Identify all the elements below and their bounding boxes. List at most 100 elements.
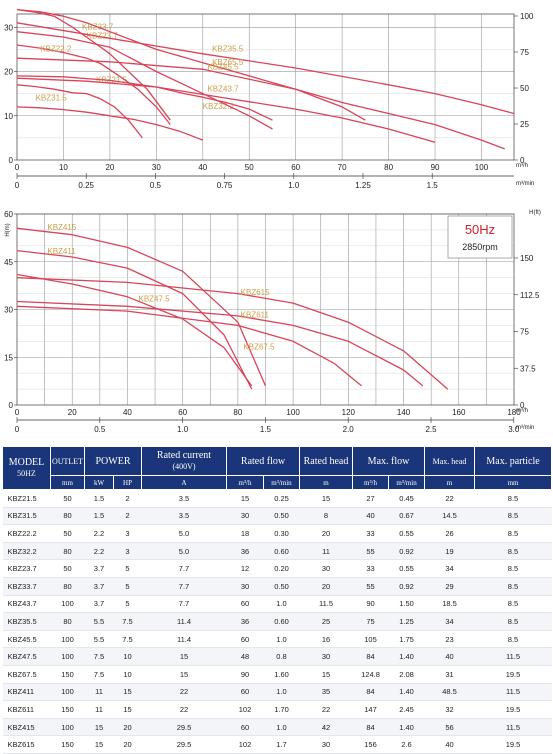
value-cell: 5.5 bbox=[84, 630, 114, 649]
x-tick-label-bottom: 0 bbox=[15, 181, 20, 190]
pump-curve bbox=[16, 249, 253, 390]
value-cell: 15 bbox=[84, 718, 114, 737]
x-tick-label-top: 20 bbox=[105, 163, 114, 172]
table-row: KBZ415 100 15 20 29.5 60 1.0 42 84 1.40 56 11.5 bbox=[2, 718, 552, 737]
value-cell: 30 bbox=[226, 577, 264, 596]
value-cell: 102 bbox=[226, 700, 264, 719]
value-cell: 7.5 bbox=[113, 630, 142, 649]
model-cell: KBZ45.5 bbox=[2, 630, 51, 649]
value-cell: 11.5 bbox=[299, 595, 353, 614]
value-cell: 124.8 bbox=[352, 665, 389, 684]
frequency-box bbox=[447, 215, 513, 259]
value-cell: 105 bbox=[352, 630, 389, 649]
value-cell: 100 bbox=[50, 683, 85, 702]
value-cell: 3 bbox=[113, 542, 142, 561]
curve-label: KBZ411 bbox=[47, 247, 76, 256]
speed-label: 2850rpm bbox=[462, 242, 498, 252]
value-cell: 19 bbox=[424, 542, 475, 561]
value-cell: 26 bbox=[424, 524, 475, 543]
table-row: KBZ21.5 50 1.5 2 3.5 15 0.25 15 27 0.45 22 8.5 bbox=[2, 489, 552, 508]
value-cell: 50 bbox=[50, 489, 85, 508]
y-tick-label-left: 10 bbox=[4, 112, 13, 121]
value-cell: 50 bbox=[50, 524, 85, 543]
value-cell: 0.55 bbox=[388, 524, 425, 543]
value-cell: 16 bbox=[299, 630, 353, 649]
value-cell: 1.75 bbox=[388, 630, 425, 649]
table-row: KBZ33.7 80 3.7 5 7.7 30 0.50 20 55 0.92 29 8.5 bbox=[2, 577, 552, 596]
value-cell: 1.0 bbox=[263, 718, 300, 737]
model-cell: KBZ23.7 bbox=[2, 559, 51, 578]
model-cell: KBZ615 bbox=[2, 735, 51, 754]
value-cell: 30 bbox=[299, 647, 353, 666]
value-cell: 8.5 bbox=[474, 577, 552, 596]
value-cell: 15 bbox=[84, 735, 114, 754]
value-cell: 75 bbox=[352, 612, 389, 631]
value-cell: 2.2 bbox=[84, 524, 114, 543]
x-tick-label-top: 10 bbox=[59, 163, 68, 172]
value-cell: 80 bbox=[50, 612, 85, 631]
value-cell: 8.5 bbox=[474, 559, 552, 578]
value-cell: 150 bbox=[50, 735, 85, 754]
value-cell: 0.50 bbox=[263, 507, 300, 526]
spec-table: MODEL 50HZ OUTLET POWER Rated current (400… bbox=[2, 446, 553, 754]
y-tick-label-left: 60 bbox=[4, 210, 13, 219]
value-cell: 22 bbox=[141, 683, 227, 702]
grid bbox=[17, 14, 514, 160]
value-cell: 15 bbox=[299, 665, 353, 684]
x-tick-label-top: 40 bbox=[123, 408, 132, 417]
value-cell: 2 bbox=[113, 507, 142, 526]
value-cell: 80 bbox=[50, 577, 85, 596]
unit-cell: A bbox=[141, 475, 227, 490]
x-tick-label-bottom: 0.5 bbox=[94, 425, 106, 434]
value-cell: 0.50 bbox=[263, 577, 300, 596]
pump-curve bbox=[16, 31, 273, 130]
value-cell: 35 bbox=[299, 683, 353, 702]
model-cell: KBZ31.5 bbox=[2, 507, 51, 526]
pump-curve bbox=[16, 44, 171, 126]
value-cell: 2.45 bbox=[388, 700, 425, 719]
value-cell: 29 bbox=[424, 577, 475, 596]
value-cell: 100 bbox=[50, 647, 85, 666]
value-cell: 15 bbox=[113, 683, 142, 702]
value-cell: 25 bbox=[299, 612, 353, 631]
value-cell: 7.5 bbox=[113, 612, 142, 631]
value-cell: 1.5 bbox=[84, 507, 114, 526]
value-cell: 18 bbox=[226, 524, 264, 543]
value-cell: 2 bbox=[113, 489, 142, 508]
value-cell: 18.5 bbox=[424, 595, 475, 614]
pump-curve bbox=[16, 227, 267, 387]
unit-cell: kW bbox=[84, 475, 114, 490]
y-tick-label-left: 20 bbox=[4, 68, 13, 77]
value-cell: 33 bbox=[352, 524, 389, 543]
y-tick-label-left: 0 bbox=[9, 156, 14, 165]
value-cell: 0.30 bbox=[263, 524, 300, 543]
value-cell: 1.40 bbox=[388, 647, 425, 666]
value-cell: 20 bbox=[299, 577, 353, 596]
y-tick-label-left: 15 bbox=[4, 353, 13, 362]
col-outlet-header: OUTLET bbox=[50, 446, 85, 476]
value-cell: 80 bbox=[50, 507, 85, 526]
col-rated-head-header: Rated head bbox=[299, 446, 353, 476]
pump-curve bbox=[16, 84, 143, 139]
x-tick-label-top: 30 bbox=[152, 163, 161, 172]
value-cell: 20 bbox=[113, 735, 142, 754]
value-cell: 1.40 bbox=[388, 718, 425, 737]
x-unit-bottom: m³/min bbox=[516, 425, 534, 431]
value-cell: 19.5 bbox=[474, 700, 552, 719]
y-tick-label-right: 0 bbox=[520, 401, 525, 410]
value-cell: 1.0 bbox=[263, 683, 300, 702]
model-cell: KBZ47.5 bbox=[2, 647, 51, 666]
x-tick-label-bottom: 0.5 bbox=[150, 181, 162, 190]
plot-frame bbox=[16, 13, 515, 161]
value-cell: 8.5 bbox=[474, 489, 552, 508]
curve-label: KBZ31.5 bbox=[36, 93, 68, 102]
value-cell: 34 bbox=[424, 559, 475, 578]
model-cell: KBZ67.5 bbox=[2, 665, 51, 684]
x-unit-top: m³/h bbox=[516, 163, 528, 169]
chart-bottom: 0 15 30 45 60 0 37.5 75 112.5 150 0 20 40 60 80 100 120 1… bbox=[4, 210, 541, 434]
y-tick-label-right: 50 bbox=[520, 84, 529, 93]
value-cell: 1.60 bbox=[263, 665, 300, 684]
grid bbox=[17, 213, 514, 405]
value-cell: 30 bbox=[299, 735, 353, 754]
